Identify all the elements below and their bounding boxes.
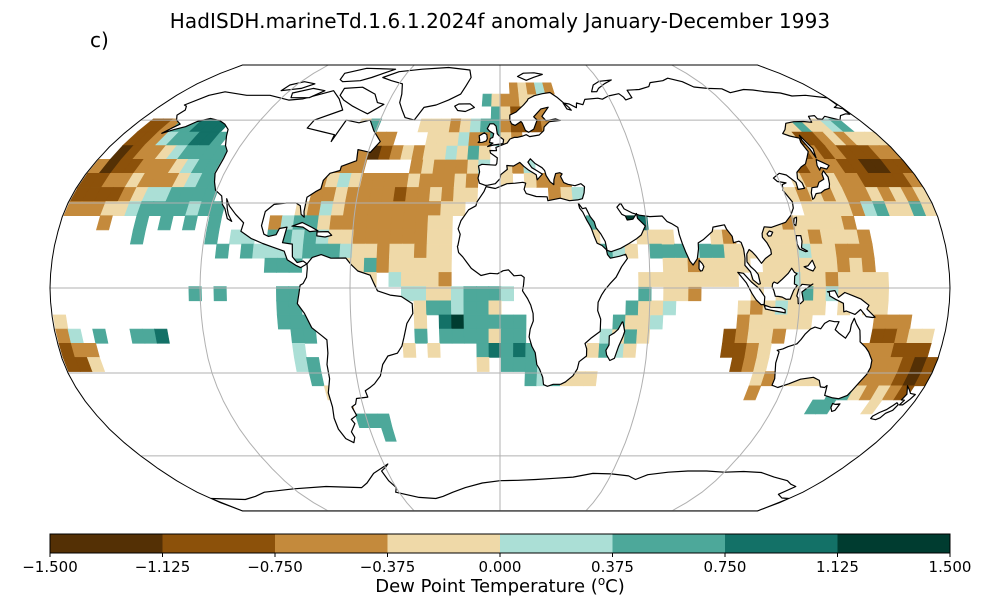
- colorbar-label-prefix: Dew Point Temperature (: [375, 576, 598, 597]
- anomaly-cell: [157, 215, 174, 231]
- map-outline: [49, 64, 951, 512]
- colorbar-tick-label: 1.500: [928, 558, 972, 576]
- colorbar-swatch: [725, 534, 838, 553]
- colorbar-tick-label: −0.750: [247, 558, 303, 576]
- anomaly-cell: [96, 215, 113, 231]
- colorbar-label-suffix: C): [605, 576, 625, 597]
- colorbar-label-degree: o: [597, 574, 606, 588]
- coastline: [454, 103, 475, 113]
- colorbar-tick-label: −1.125: [134, 558, 191, 576]
- coastline: [382, 66, 472, 121]
- anomaly-cell: [213, 286, 227, 302]
- anomaly-cell: [154, 328, 170, 344]
- colorbar-label: Dew Point Temperature (oC): [0, 574, 1000, 597]
- anomaly-cell: [181, 215, 198, 231]
- colorbar-swatch: [387, 534, 501, 553]
- coastline: [771, 317, 873, 400]
- colorbar-tick-label: 0.750: [703, 558, 747, 576]
- anomaly-cell: [725, 272, 740, 287]
- coastline: [795, 235, 809, 253]
- anomaly-cell: [771, 328, 787, 344]
- anomaly-cell: [302, 328, 318, 344]
- coastline: [763, 304, 786, 314]
- anomaly-cell: [476, 357, 490, 372]
- colorbar-swatch: [50, 534, 163, 553]
- anomaly-cell: [188, 286, 202, 302]
- anomaly-cell: [812, 300, 827, 316]
- coastline: [898, 385, 916, 406]
- longitude-line: [585, 65, 651, 511]
- colorbar-swatch: [837, 534, 951, 553]
- anomaly-cell: [624, 243, 639, 259]
- colorbar-tick-label: 1.125: [816, 558, 859, 576]
- longitude-line: [349, 65, 415, 511]
- panel-label: c): [90, 28, 109, 52]
- anomaly-cell: [860, 399, 883, 415]
- anomaly-cell: [129, 229, 146, 245]
- colorbar-swatch: [162, 534, 276, 553]
- anomaly-cell: [402, 343, 417, 358]
- coastline: [803, 259, 816, 272]
- anomaly-cell: [542, 82, 555, 95]
- coastline: [339, 67, 397, 83]
- map-title: HadISDH.marineTd.1.6.1.2024f anomaly Jan…: [169, 9, 831, 33]
- anomaly-cell: [583, 371, 598, 387]
- anomaly-cell: [500, 286, 514, 302]
- anomaly-cell: [427, 343, 441, 358]
- anomaly-cell: [743, 385, 762, 401]
- coastline: [815, 159, 830, 171]
- colorbar-swatch: [275, 534, 388, 553]
- anomaly-cell: [380, 427, 397, 442]
- colorbar-tick-label: −1.500: [22, 558, 78, 576]
- coastline: [456, 77, 851, 387]
- coastline: [290, 87, 326, 99]
- anomaly-cell: [92, 328, 109, 344]
- colorbar-tick-label: 0.375: [591, 558, 634, 576]
- coastline: [291, 221, 319, 233]
- colorbar-swatch: [612, 534, 726, 553]
- anomaly-cell: [381, 131, 398, 146]
- anomaly-cell: [86, 357, 106, 372]
- coastline: [766, 230, 774, 237]
- coastline: [698, 259, 705, 272]
- coastline: [605, 321, 626, 362]
- anomaly-cell: [815, 399, 837, 415]
- coastline: [826, 290, 876, 319]
- coastline: [210, 463, 797, 511]
- coastline: [798, 134, 817, 159]
- coastline: [477, 132, 488, 144]
- coastline: [516, 72, 543, 81]
- colorbar-tick-label: 0.000: [478, 558, 522, 576]
- anomaly-cell: [214, 243, 230, 259]
- longitude-line: [671, 65, 801, 511]
- coastline: [280, 81, 316, 92]
- coastline: [316, 231, 333, 238]
- coastline: [830, 402, 841, 412]
- coastline: [796, 283, 814, 305]
- coastline: [793, 216, 798, 227]
- colorbar-tick-label: −0.375: [359, 558, 416, 576]
- coastline: [339, 86, 385, 115]
- coastline: [591, 79, 612, 93]
- coastline: [737, 271, 766, 306]
- coastline: [771, 267, 798, 300]
- graticule: [50, 65, 950, 511]
- coastline: [870, 402, 899, 421]
- longitude-line: [199, 65, 329, 511]
- colorbar-swatch: [500, 534, 613, 553]
- coastline: [810, 170, 831, 200]
